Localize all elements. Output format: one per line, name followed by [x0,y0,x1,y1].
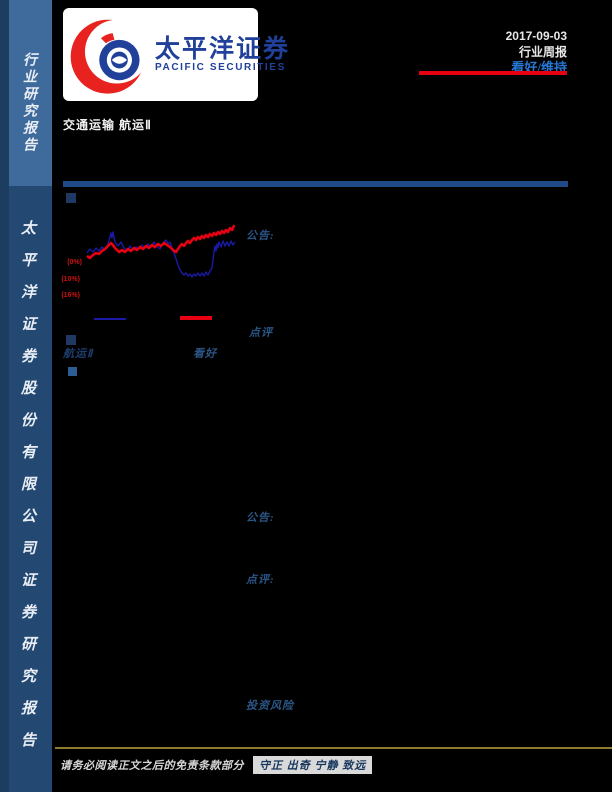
disclaimer-text: 请务必阅读正文之后的免责条款部分 [60,760,244,772]
report-date: 2017-09-03 [505,29,567,43]
bullet-square-icon [66,335,76,345]
industry-name-label: 航运Ⅱ [63,348,94,360]
sidebar-bottom-block [9,186,52,792]
footer: 请务必阅读正文之后的免责条款部分 守正 出奇 宁静 致远 [60,756,373,774]
comment-label: 点评 [249,327,273,339]
chart-y-label: (10%) [61,276,80,283]
investment-risk-label: 投资风险 [246,700,294,712]
sidebar-left-strip [0,0,9,792]
comment-label: 点评: [246,574,275,586]
chart-y-label: (16%) [61,292,80,299]
announcement-label: 公告: [246,512,275,524]
sidebar-vertical-title-bottom: 太平洋证券股份有限公司证券研究报告 [19,220,35,764]
company-motto: 守正 出奇 宁静 致远 [253,756,373,774]
sidebar-vertical-title-top: 行业研究报告 [21,52,36,154]
section-divider-bar [63,181,568,187]
logo-english-name: PACIFIC SECURITIES [155,62,286,74]
legend-industry-swatch [94,318,126,320]
logo-chinese-name: 太平洋证券 [155,34,291,63]
bullet-square-icon [66,193,76,203]
footer-divider-line [55,747,612,749]
company-logo: 太平洋证券 PACIFIC SECURITIES [63,8,288,101]
industry-rating-label: 看好 [193,348,217,360]
report-type: 行业周报 [518,45,567,59]
industry-trend-chart [86,224,235,278]
bullet-square-icon [68,367,77,376]
legend-benchmark-swatch [180,316,212,320]
industry-category-line: 交通运输 航运Ⅱ [63,118,152,132]
announcement-label: 公告: [246,230,275,242]
sidebar-top-block [9,0,52,186]
chart-y-label: (0%) [67,259,82,266]
rating-underline [419,71,567,75]
header-meta: 2017-09-03 行业周报 看好/维持 [506,28,567,76]
pacific-securities-logo-icon [70,19,149,94]
